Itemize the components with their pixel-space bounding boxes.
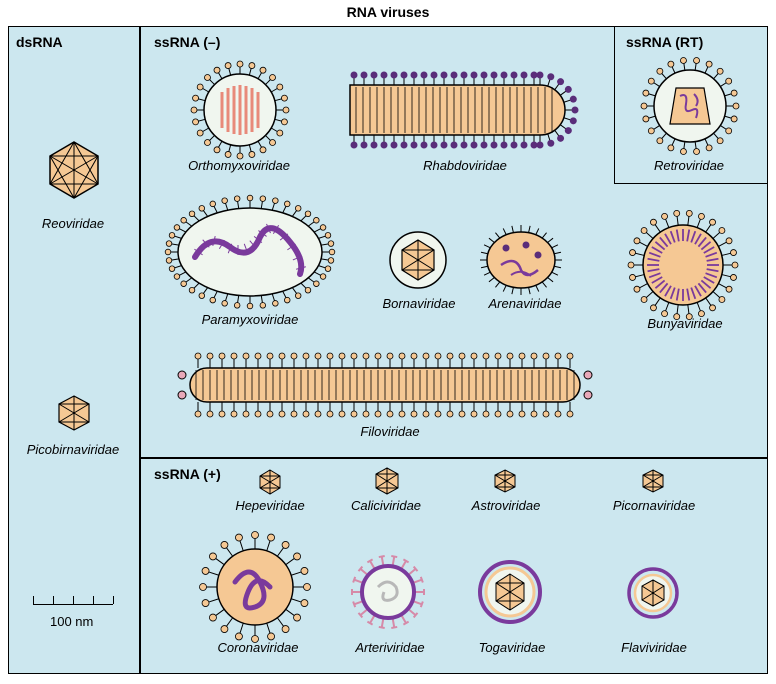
label-ssrna-rt: ssRNA (RT)	[626, 34, 703, 50]
diagram-container: RNA viruses dsRNA ssRNA (–) ssRNA (RT) s…	[0, 0, 776, 684]
bornaviridae-icon	[386, 228, 450, 292]
paramyxoviridae-icon	[160, 192, 340, 312]
arenaviridae-label: Arenaviridae	[480, 296, 570, 311]
arteriviridae-icon	[348, 552, 428, 632]
togaviridae-label: Togaviridae	[470, 640, 554, 655]
retroviridae-icon	[640, 56, 740, 156]
rhabdoviridae-icon	[340, 70, 592, 150]
caliciviridae-label: Caliciviridae	[344, 498, 428, 513]
retroviridae-label: Retroviridae	[644, 158, 734, 173]
panel-dsrna	[8, 26, 140, 674]
hepeviridae-icon	[256, 468, 284, 496]
reoviridae-label: Reoviridae	[38, 216, 108, 231]
caliciviridae-icon	[372, 466, 402, 496]
picobirnaviridae-icon	[55, 394, 93, 432]
bunyaviridae-icon	[628, 210, 738, 320]
scale-ruler	[33, 596, 113, 608]
astroviridae-label: Astroviridae	[464, 498, 548, 513]
picornaviridae-label: Picornaviridae	[606, 498, 702, 513]
astroviridae-icon	[492, 468, 518, 494]
label-ssrna-pos: ssRNA (+)	[154, 466, 221, 482]
hepeviridae-label: Hepeviridae	[228, 498, 312, 513]
diagram-title: RNA viruses	[0, 4, 776, 20]
picornaviridae-icon	[640, 468, 666, 494]
flaviviridae-label: Flaviviridae	[614, 640, 694, 655]
label-dsrna: dsRNA	[16, 34, 63, 50]
coronaviridae-icon	[200, 532, 310, 642]
arenaviridae-icon	[476, 220, 566, 300]
bornaviridae-label: Bornaviridae	[378, 296, 460, 311]
paramyxoviridae-label: Paramyxoviridae	[190, 312, 310, 327]
bunyaviridae-label: Bunyaviridae	[640, 316, 730, 331]
orthomyxoviridae-icon	[190, 60, 290, 160]
rhabdoviridae-label: Rhabdoviridae	[410, 158, 520, 173]
orthomyxoviridae-label: Orthomyxoviridae	[174, 158, 304, 173]
picobirnaviridae-label: Picobirnaviridae	[18, 442, 128, 457]
filoviridae-label: Filoviridae	[350, 424, 430, 439]
filoviridae-icon	[170, 350, 600, 420]
label-ssrna-neg: ssRNA (–)	[154, 34, 220, 50]
flaviviridae-icon	[626, 566, 680, 620]
scale-label: 100 nm	[50, 614, 93, 629]
coronaviridae-label: Coronaviridae	[210, 640, 306, 655]
arteriviridae-label: Arteriviridae	[348, 640, 432, 655]
togaviridae-icon	[476, 558, 544, 626]
reoviridae-icon	[44, 140, 104, 200]
